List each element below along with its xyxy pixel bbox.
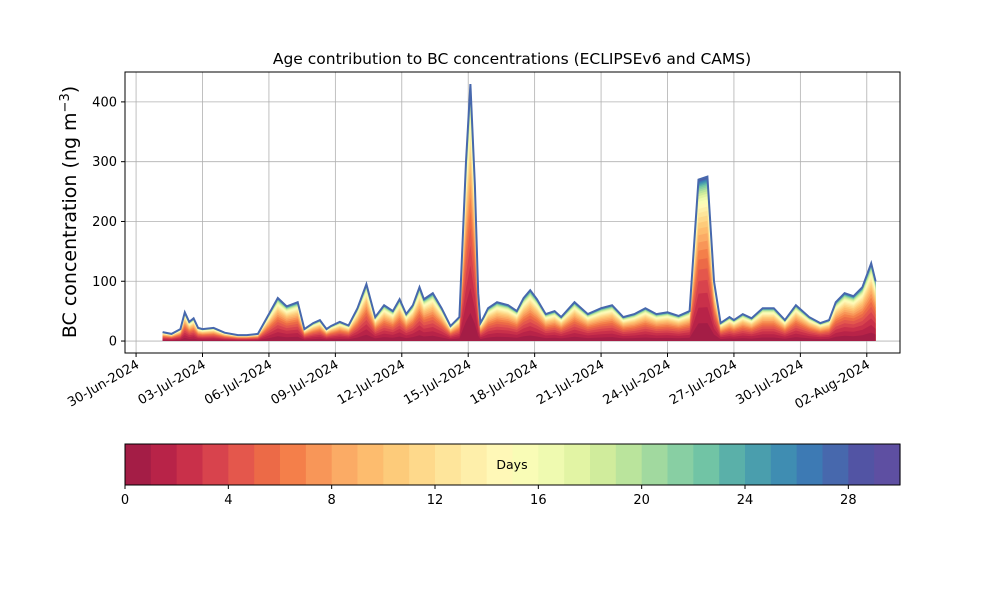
plot-frame — [124, 71, 901, 354]
age-layer-day-23 — [162, 93, 876, 341]
colorbar-segment — [228, 444, 255, 485]
colorbar-segment — [615, 444, 643, 485]
colorbar-label: Days — [496, 457, 527, 472]
y-tick-label: 200 — [92, 215, 117, 230]
colorbar-tick-label: 0 — [121, 493, 129, 508]
y-tick-label: 100 — [92, 275, 117, 290]
colorbar-segment — [822, 444, 849, 485]
age-layer-day-26 — [162, 87, 876, 341]
colorbar-segment — [512, 444, 539, 485]
colorbar-segment — [280, 444, 307, 485]
colorbar-segment — [150, 444, 178, 485]
colorbar-segment — [176, 444, 204, 485]
age-layer-day-21 — [162, 97, 876, 341]
x-tick-label: 09-Jul-2024 — [269, 357, 342, 408]
colorbar-tick-label: 28 — [840, 493, 857, 508]
y-tick-label: 0 — [109, 335, 117, 350]
colorbar: 0 4 8 12 16 20 24 28 — [121, 443, 901, 508]
colorbar-segment — [435, 444, 462, 485]
colorbar-segment — [796, 444, 824, 485]
total-line — [162, 83, 877, 337]
colorbar-segment — [331, 444, 359, 485]
colorbar-tick-label: 8 — [328, 493, 336, 508]
colorbar-tick-label: 16 — [530, 493, 547, 508]
colorbar-segment — [486, 444, 514, 485]
age-layer-day-28 — [162, 85, 876, 341]
colorbar-segment — [641, 444, 669, 485]
y-tick-label: 400 — [92, 95, 117, 110]
x-tick-label: 06-Jul-2024 — [202, 357, 275, 408]
age-layer-day-29 — [162, 84, 876, 341]
age-layer-day-24 — [162, 91, 876, 341]
y-axis-label: BC concentration (ng m−3) — [58, 86, 82, 338]
total-concentration-line — [162, 83, 877, 337]
colorbar-tick-label: 24 — [737, 493, 754, 508]
colorbar-segment — [460, 444, 488, 485]
x-tick-label: 12-Jul-2024 — [335, 357, 408, 408]
age-layer-day-0 — [162, 313, 876, 341]
colorbar-tick-label: 4 — [224, 493, 232, 508]
colorbar-segment — [357, 444, 384, 485]
colorbar-segment — [305, 444, 333, 485]
colorbar-segment — [719, 444, 746, 485]
colorbar-segment — [667, 444, 694, 485]
colorbar-frame — [124, 443, 901, 486]
x-tick-label: 15-Jul-2024 — [401, 357, 474, 408]
x-tick-label: 27-Jul-2024 — [667, 357, 740, 408]
colorbar-segment — [409, 444, 436, 485]
colorbar-segment — [202, 444, 229, 485]
colorbar-segment — [564, 444, 591, 485]
age-layer-day-25 — [162, 89, 876, 341]
x-tick-label: 03-Jul-2024 — [136, 357, 209, 408]
y-tick-label: 300 — [92, 155, 117, 170]
chart-title: Age contribution to BC concentrations (E… — [273, 50, 751, 68]
colorbar-segment — [538, 444, 565, 485]
colorbar-segment — [125, 444, 152, 485]
age-layer-day-27 — [162, 86, 876, 341]
colorbar-segment — [254, 444, 281, 485]
x-tick-label: 21-Jul-2024 — [534, 357, 607, 408]
colorbar-segment — [770, 444, 798, 485]
stacked-age-areas — [162, 84, 876, 341]
x-tick-label: 24-Jul-2024 — [601, 357, 674, 408]
colorbar-segment — [874, 444, 901, 485]
colorbar-tick-label: 12 — [427, 493, 444, 508]
colorbar-segment — [383, 444, 410, 485]
x-tick-label: 18-Jul-2024 — [468, 357, 541, 408]
colorbar-segment — [693, 444, 720, 485]
y-axis: 0 100 200 300 400 — [92, 95, 125, 350]
colorbar-segment — [745, 444, 772, 485]
colorbar-segment — [590, 444, 617, 485]
colorbar-tick-label: 20 — [633, 493, 650, 508]
x-tick-label: 30-Jun-2024 — [65, 357, 142, 410]
colorbar-segment — [848, 444, 875, 485]
age-layer-day-22 — [162, 95, 876, 341]
x-tick-label: 02-Aug-2024 — [792, 357, 872, 412]
x-axis: 30-Jun-202403-Jul-202406-Jul-202409-Jul-… — [65, 353, 873, 413]
